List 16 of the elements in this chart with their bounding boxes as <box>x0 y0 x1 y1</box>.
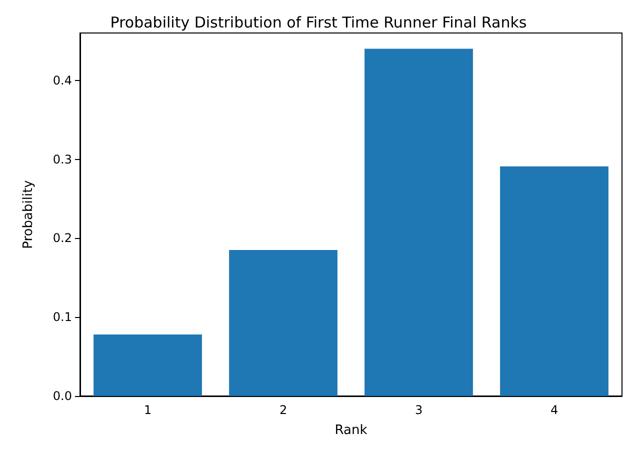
y-tick-label: 0.1 <box>52 310 72 324</box>
x-tick-label: 4 <box>550 403 558 417</box>
y-tick-label: 0.2 <box>52 231 72 246</box>
y-tick-label: 0.4 <box>52 73 72 88</box>
bar <box>94 334 202 396</box>
bar <box>500 166 608 396</box>
y-tick-label: 0.3 <box>52 152 72 166</box>
x-axis-title: Rank <box>334 423 368 438</box>
bar <box>229 250 338 396</box>
x-tick-label: 3 <box>414 403 423 417</box>
y-tick-label: 0.0 <box>52 389 72 403</box>
x-tick-label: 1 <box>144 403 152 417</box>
chart-title: Probability Distribution of First Time Runner Final Ranks <box>110 14 527 32</box>
x-tick-label: 2 <box>279 403 288 417</box>
bar <box>364 48 473 396</box>
y-axis-title: Probability <box>21 180 36 249</box>
